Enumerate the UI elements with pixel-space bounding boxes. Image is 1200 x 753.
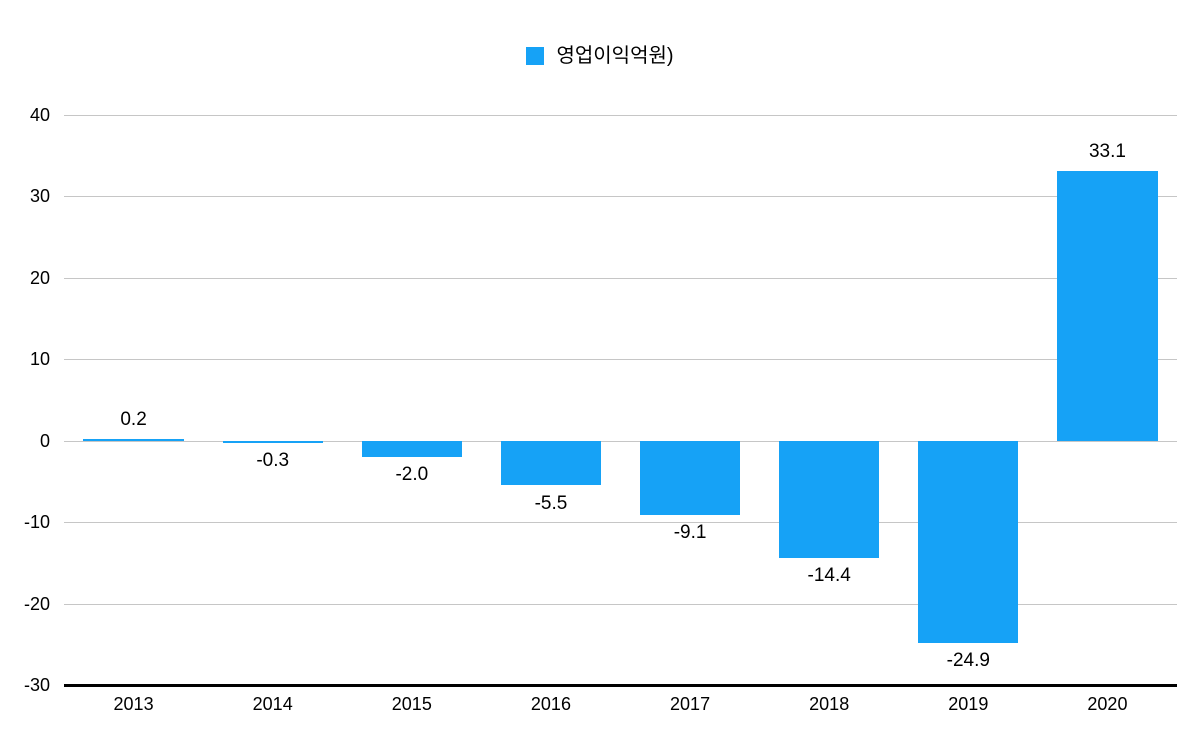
bar-2015: [361, 440, 462, 457]
gridline: [64, 115, 1177, 116]
bar-slot: -24.9: [899, 115, 1038, 685]
y-tick-label: 30: [29, 186, 50, 207]
bar-value-label: -24.9: [946, 650, 990, 672]
gridline: [64, 196, 1177, 198]
bar-2019: [918, 440, 1019, 644]
y-tick-label: 20: [29, 267, 50, 288]
bar-slot: -9.1: [621, 115, 760, 685]
gridline: [64, 440, 1177, 442]
y-tick-label: -10: [23, 512, 50, 533]
bar-2014: [222, 440, 323, 444]
bar-value-label: 33.1: [1088, 141, 1126, 163]
gridline: [64, 603, 1177, 605]
bar-slot: 33.1: [1038, 115, 1177, 685]
y-tick-label: 0: [39, 430, 50, 451]
y-axis-labels: 40 30 20 10 0 -10 -20 -30: [0, 105, 50, 695]
y-tick-label: -30: [23, 675, 50, 695]
gridline: [64, 359, 1177, 361]
y-tick-label: 40: [29, 105, 50, 125]
bars-container: 0.2 -0.3 -2.0 -5.5 -9.1 -14.4 -24.9 33.1: [64, 115, 1177, 685]
gridline: [64, 522, 1177, 524]
bar-value-label: -2.0: [395, 464, 429, 485]
bar-slot: -5.5: [481, 115, 620, 685]
gridline: [64, 277, 1177, 279]
x-tick-label: 2019: [948, 694, 989, 714]
bar-2016: [500, 440, 601, 486]
x-axis-labels: 2013 2014 2015 2016 2017 2018 2019 2020: [64, 694, 1177, 714]
bar-2017: [639, 440, 741, 515]
legend-label: 영업이익억원): [556, 45, 674, 67]
bar-slot: -0.3: [203, 115, 342, 685]
bar-slot: -2.0: [342, 115, 481, 685]
bar-value-label: -14.4: [807, 564, 851, 586]
legend: 영업이익억원): [0, 44, 1200, 68]
x-tick-label: 2020: [1087, 694, 1128, 714]
bar-value-label: 0.2: [120, 409, 147, 431]
bar-value-label: -5.5: [534, 492, 568, 514]
x-tick-label: 2015: [391, 694, 432, 714]
bar-slot: 0.2: [64, 115, 203, 685]
x-axis-line: [64, 684, 1177, 687]
plot-area: 0.2 -0.3 -2.0 -5.5 -9.1 -14.4 -24.9 33.1: [64, 115, 1177, 687]
x-tick-label: 2017: [670, 694, 711, 714]
bar-2020: [1057, 171, 1158, 441]
bar-value-label: -9.1: [673, 521, 707, 543]
bar-slot: -14.4: [760, 115, 899, 685]
x-tick-label: 2013: [113, 694, 154, 714]
bar-value-label: -0.3: [256, 450, 290, 472]
bar-2013: [83, 439, 184, 441]
x-tick-label: 2018: [809, 694, 850, 714]
x-tick-label: 2016: [530, 694, 571, 714]
y-tick-label: 10: [29, 349, 50, 370]
y-tick-label: -20: [23, 593, 50, 614]
bar-2018: [779, 440, 880, 558]
x-tick-label: 2014: [252, 694, 293, 714]
legend-swatch-icon: [526, 47, 545, 65]
